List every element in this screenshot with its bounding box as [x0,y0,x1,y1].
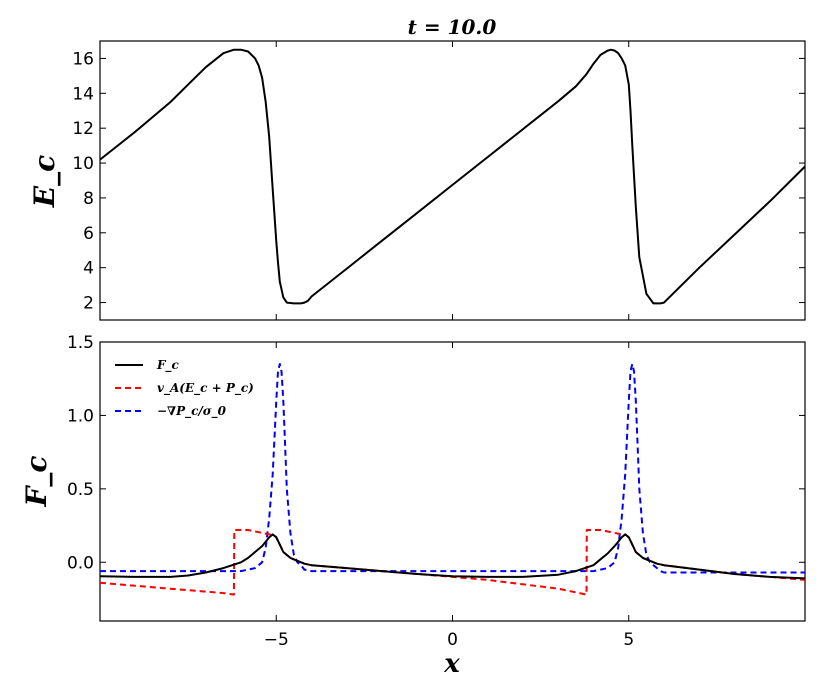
bottom-series-line-2 [100,363,805,574]
bottom-y-tick-label: 1.5 [67,333,94,353]
legend-label-1: v_A(E_c + P_c) [157,381,254,396]
bottom-x-tick-label: 5 [623,630,634,650]
bottom-series-line-0 [99,533,806,580]
bottom-y-tick-label: 0.0 [67,553,94,573]
bottom-y-axis-label: F_c [20,456,53,508]
top-y-tick-label: 14 [72,84,94,104]
top-series-line-0 [99,48,806,305]
bottom-panel: 0.0 0.5 1.0 1.5 −5 0 5 F_c x F_c v_A(E_c + P_c… [20,333,806,679]
figure-title: t = 10.0 [408,15,497,39]
top-y-tick-label: 10 [72,154,94,174]
top-y-axis-label: E_c [28,155,61,208]
top-y-tick-label: 4 [83,259,94,279]
bottom-y-tick-label: 0.5 [67,480,94,500]
top-y-tick-label: 12 [72,119,94,139]
legend: F_c v_A(E_c + P_c) −∇P_c/σ_0 [115,358,254,419]
bottom-y-ticks: 0.0 0.5 1.0 1.5 [67,333,805,573]
top-y-tick-label: 16 [72,49,94,69]
top-y-tick-label: 2 [83,294,94,314]
legend-label-2: −∇P_c/σ_0 [157,404,227,419]
top-y-tick-label: 6 [83,224,94,244]
top-series-group [99,48,806,305]
bottom-x-tick-label: −5 [264,630,289,650]
bottom-x-tick-label: 0 [447,630,458,650]
bottom-x-axis-label: x [443,649,460,679]
bottom-series-line-1 [99,529,806,596]
top-y-ticks: 2 4 6 8 10 12 14 16 [72,49,805,314]
bottom-series-group [99,363,806,596]
bottom-y-tick-label: 1.0 [67,406,94,426]
top-x-ticks [275,41,630,320]
top-plot-frame [99,40,806,321]
bottom-x-ticks: −5 0 5 [264,342,634,650]
legend-label-0: F_c [156,358,180,373]
top-y-tick-label: 8 [83,189,94,209]
top-panel: 2 4 6 8 10 12 14 16 E_c [28,40,806,321]
